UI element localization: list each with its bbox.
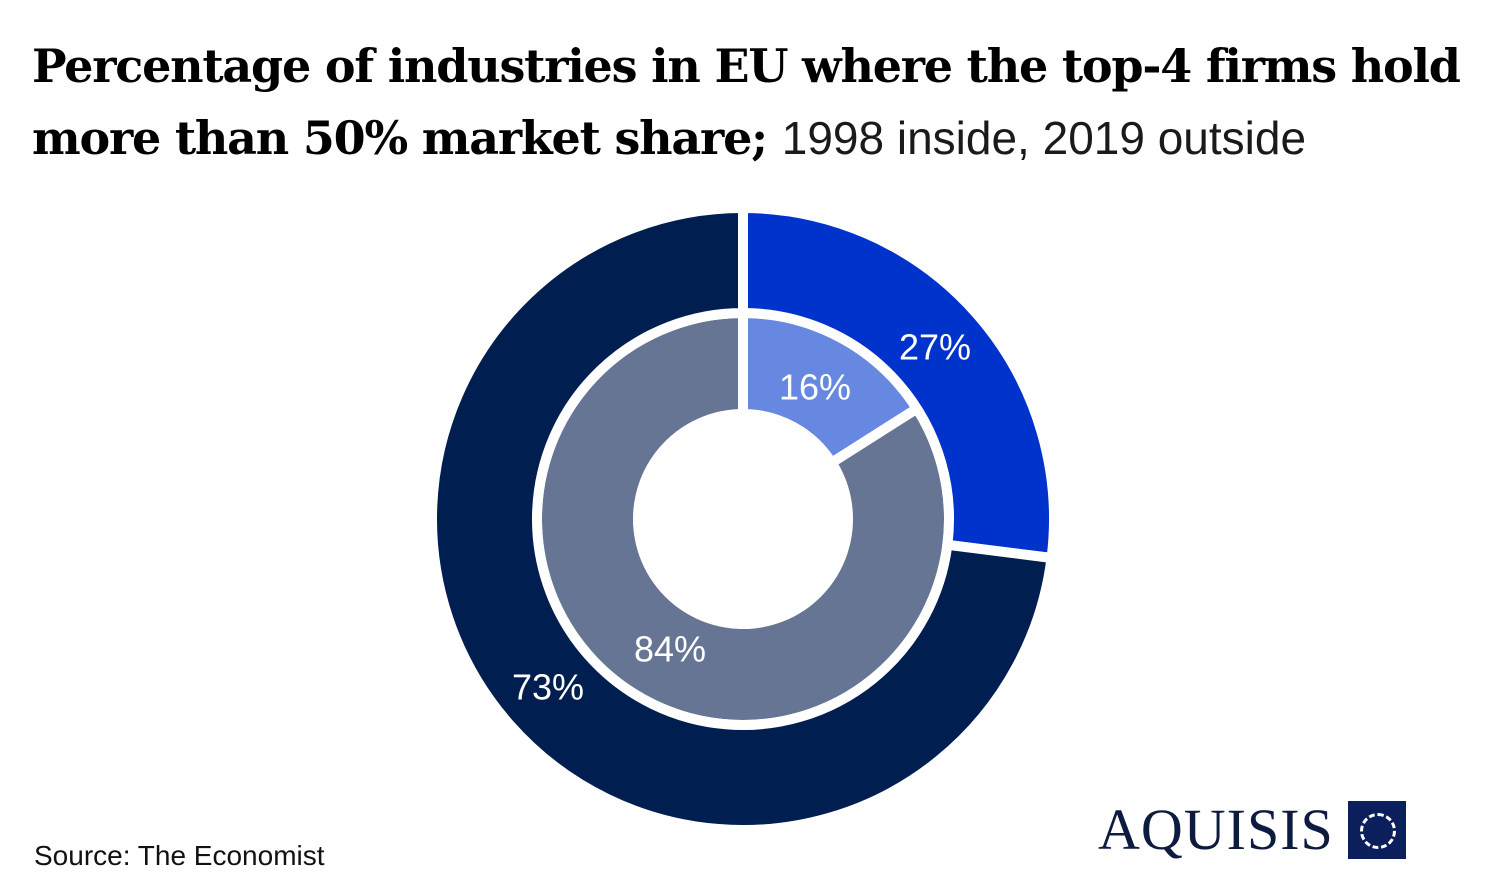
slice-label-1998-1: 16% (779, 367, 851, 408)
brand-logo: AQUISIS (1098, 796, 1406, 863)
source-note: Source: The Economist (34, 840, 325, 871)
donut-outline (431, 207, 1055, 831)
slice-label-2019-2: 73% (512, 667, 584, 708)
chart-subtitle: 1998 inside, 2019 outside (781, 112, 1307, 164)
logo-text: AQUISIS (1098, 797, 1334, 862)
chart-title: Percentage of industries in EU where the… (32, 30, 1492, 174)
slice-label-2019-1: 27% (899, 327, 971, 368)
chart-title-main: Percentage of industries in EU where the… (32, 39, 1461, 165)
slice-label-1998-2: 84% (634, 629, 706, 670)
dotted-circle-square-icon (1347, 800, 1406, 859)
